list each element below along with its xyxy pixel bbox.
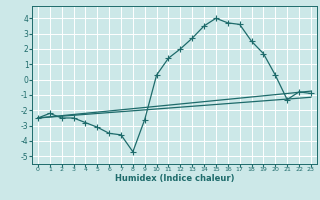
- X-axis label: Humidex (Indice chaleur): Humidex (Indice chaleur): [115, 174, 234, 183]
